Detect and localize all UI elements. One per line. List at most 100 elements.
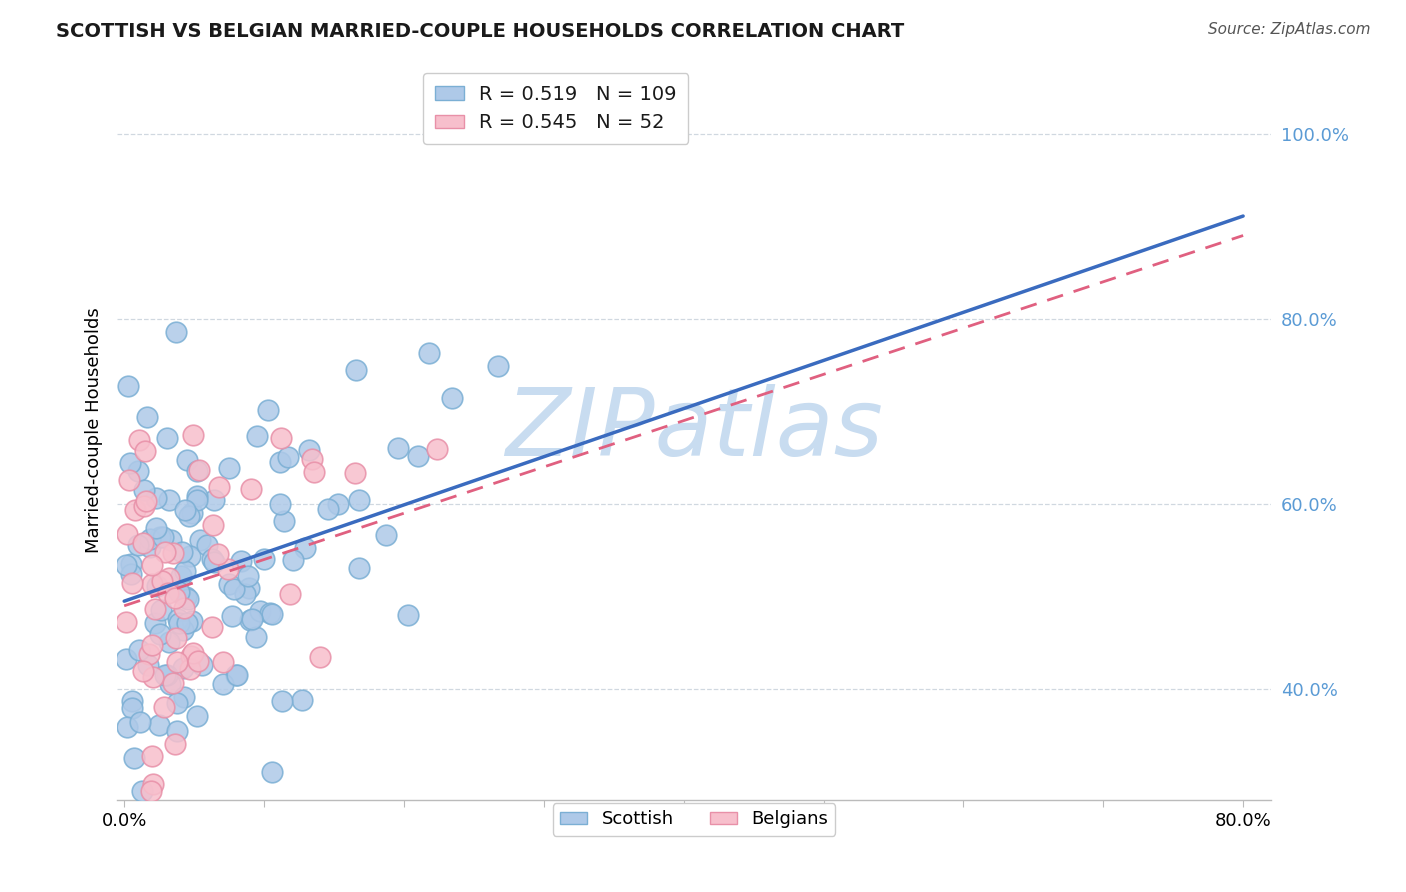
Point — [115, 720, 138, 734]
Point — [115, 527, 138, 541]
Point — [291, 693, 314, 707]
Point — [121, 694, 143, 708]
Point — [170, 569, 193, 583]
Point — [120, 566, 142, 581]
Point — [426, 442, 449, 456]
Point — [150, 574, 173, 589]
Point — [318, 502, 340, 516]
Point — [375, 528, 398, 542]
Point — [186, 489, 208, 503]
Point — [269, 497, 291, 511]
Point — [127, 538, 149, 552]
Point — [173, 690, 195, 704]
Point — [146, 579, 169, 593]
Point — [256, 403, 278, 417]
Point — [233, 587, 256, 601]
Point — [135, 494, 157, 508]
Point — [179, 662, 201, 676]
Point — [139, 532, 162, 546]
Point — [166, 724, 188, 739]
Point — [167, 615, 190, 630]
Point — [166, 696, 188, 710]
Point — [240, 612, 263, 626]
Text: ZIPatlas: ZIPatlas — [505, 384, 883, 475]
Point — [344, 466, 367, 480]
Point — [202, 518, 225, 533]
Point — [159, 677, 181, 691]
Point — [141, 749, 163, 764]
Point — [155, 668, 177, 682]
Text: Source: ZipAtlas.com: Source: ZipAtlas.com — [1208, 22, 1371, 37]
Point — [259, 606, 281, 620]
Point — [197, 538, 219, 552]
Point — [132, 664, 155, 678]
Point — [224, 582, 246, 596]
Point — [114, 558, 136, 573]
Point — [117, 474, 139, 488]
Point — [173, 601, 195, 615]
Point — [174, 564, 197, 578]
Point — [118, 456, 141, 470]
Point — [188, 533, 211, 547]
Point — [157, 493, 180, 508]
Point — [187, 654, 209, 668]
Point — [308, 650, 330, 665]
Point — [186, 464, 208, 478]
Point — [128, 433, 150, 447]
Point — [149, 627, 172, 641]
Point — [127, 464, 149, 478]
Point — [270, 431, 292, 445]
Point — [132, 536, 155, 550]
Point — [124, 502, 146, 516]
Point — [165, 591, 187, 606]
Point — [165, 325, 187, 339]
Point — [387, 441, 409, 455]
Point — [191, 658, 214, 673]
Point — [173, 503, 195, 517]
Point — [143, 601, 166, 615]
Point — [128, 714, 150, 729]
Point — [152, 530, 174, 544]
Legend: Scottish, Belgians: Scottish, Belgians — [553, 803, 835, 836]
Point — [245, 630, 267, 644]
Point — [188, 463, 211, 477]
Point — [262, 764, 284, 779]
Point — [273, 514, 295, 528]
Point — [162, 546, 184, 560]
Point — [269, 455, 291, 469]
Point — [238, 581, 260, 595]
Point — [139, 784, 162, 798]
Point — [249, 604, 271, 618]
Point — [149, 530, 172, 544]
Point — [176, 453, 198, 467]
Point — [135, 409, 157, 424]
Point — [179, 509, 201, 524]
Point — [225, 667, 247, 681]
Point — [186, 709, 208, 723]
Text: SCOTTISH VS BELGIAN MARRIED-COUPLE HOUSEHOLDS CORRELATION CHART: SCOTTISH VS BELGIAN MARRIED-COUPLE HOUSE… — [56, 22, 904, 41]
Point — [148, 717, 170, 731]
Point — [156, 668, 179, 682]
Point — [160, 533, 183, 548]
Point — [260, 607, 283, 621]
Point — [172, 623, 194, 637]
Point — [418, 346, 440, 360]
Point — [349, 561, 371, 575]
Point — [294, 541, 316, 555]
Point — [181, 614, 204, 628]
Point — [115, 615, 138, 629]
Point — [347, 493, 370, 508]
Point — [207, 547, 229, 561]
Point — [281, 552, 304, 566]
Point — [180, 649, 202, 664]
Point — [218, 576, 240, 591]
Point — [246, 429, 269, 443]
Point — [179, 549, 201, 564]
Point — [150, 603, 173, 617]
Point — [159, 635, 181, 649]
Point — [142, 776, 165, 790]
Point — [236, 569, 259, 583]
Point — [145, 521, 167, 535]
Point — [253, 552, 276, 566]
Point — [176, 615, 198, 630]
